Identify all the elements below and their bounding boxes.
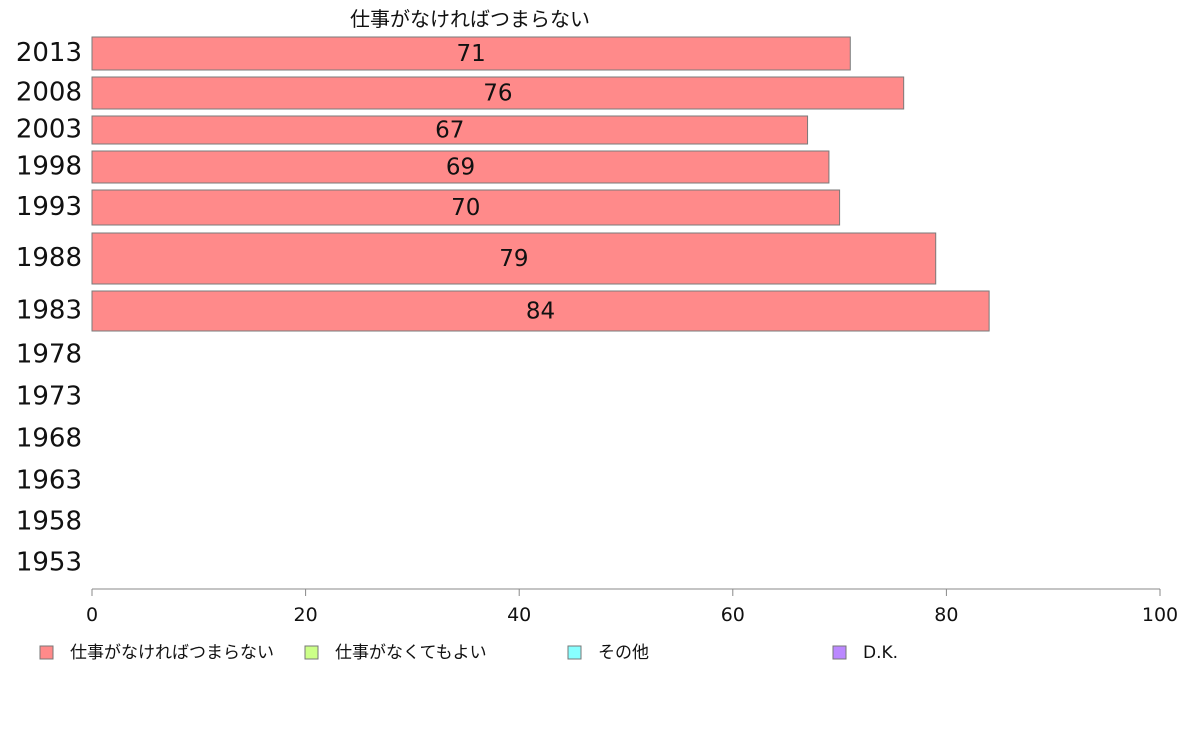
x-tick-label: 40 bbox=[507, 604, 531, 626]
legend-label: 仕事がなければつまらない bbox=[70, 643, 274, 663]
bar bbox=[91, 36, 851, 71]
x-tick-label: 60 bbox=[721, 604, 745, 626]
year-label: 1973 bbox=[16, 382, 82, 412]
year-label: 2003 bbox=[16, 115, 82, 145]
legend-label: その他 bbox=[598, 643, 649, 663]
bar-value-label: 69 bbox=[446, 155, 475, 181]
bar-value-label: 76 bbox=[483, 81, 512, 107]
year-labels: 2013 2008 2003 1998 1993 1988 1983 1978 1973 1968… bbox=[16, 38, 82, 578]
chart-title: 仕事がなければつまらない bbox=[350, 7, 590, 31]
bar-value-label: 67 bbox=[435, 118, 464, 144]
x-axis: 0 20 40 60 80 100 bbox=[86, 588, 1178, 626]
bar bbox=[91, 150, 830, 184]
bar-value-label: 84 bbox=[526, 299, 555, 325]
x-tick-label: 20 bbox=[294, 604, 318, 626]
year-label: 1958 bbox=[16, 507, 82, 537]
year-label: 1998 bbox=[16, 152, 82, 182]
year-label: 1953 bbox=[16, 548, 82, 578]
year-label: 1968 bbox=[16, 424, 82, 454]
bar bbox=[91, 290, 990, 332]
legend-swatch bbox=[832, 645, 847, 660]
year-label: 1978 bbox=[16, 340, 82, 370]
bar bbox=[91, 76, 905, 110]
legend-label: D.K. bbox=[863, 643, 898, 663]
bar bbox=[91, 115, 809, 145]
legend-swatch bbox=[304, 645, 319, 660]
legend-label: 仕事がなくてもよい bbox=[335, 643, 487, 663]
year-label: 1963 bbox=[16, 466, 82, 496]
year-label: 2013 bbox=[16, 38, 82, 68]
legend-swatch bbox=[567, 645, 582, 660]
year-label: 1993 bbox=[16, 192, 82, 222]
bar bbox=[91, 189, 841, 226]
x-tick-label: 80 bbox=[934, 604, 958, 626]
year-label: 1983 bbox=[16, 296, 82, 326]
bar-value-label: 70 bbox=[451, 195, 480, 221]
x-tick-label: 100 bbox=[1142, 604, 1178, 626]
legend-swatch bbox=[39, 645, 54, 660]
x-tick-label: 0 bbox=[86, 604, 98, 626]
bar bbox=[91, 232, 937, 285]
bars-layer: 71 76 67 69 70 79 84 bbox=[91, 36, 990, 332]
bar-value-label: 71 bbox=[456, 41, 485, 67]
year-label: 1988 bbox=[16, 243, 82, 273]
year-label: 2008 bbox=[16, 78, 82, 108]
bar-value-label: 79 bbox=[499, 246, 528, 272]
legend: 仕事がなければつまらない 仕事がなくてもよい その他 D.K. bbox=[39, 643, 898, 663]
